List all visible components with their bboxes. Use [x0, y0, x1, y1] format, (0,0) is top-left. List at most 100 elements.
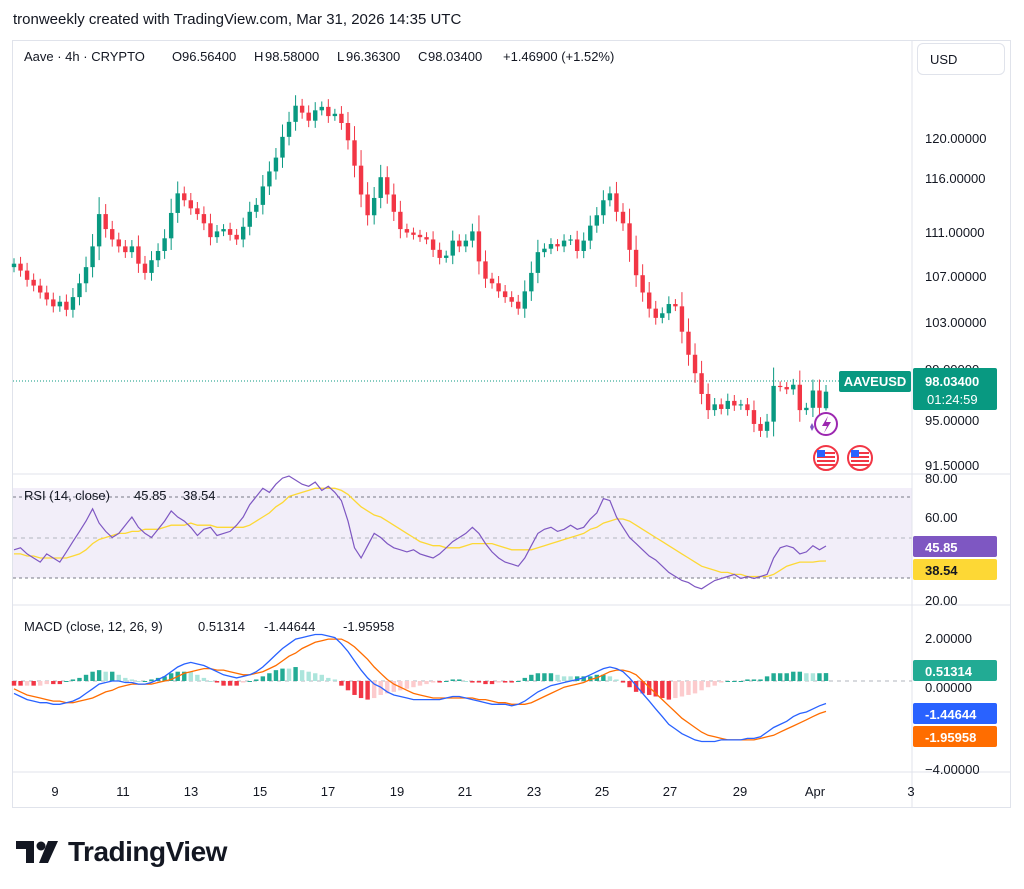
- candle-body: [168, 212, 174, 239]
- macd-histogram-bar: [548, 673, 554, 681]
- legend-open-label: O: [172, 49, 182, 64]
- candle-body: [620, 211, 626, 224]
- candle-body: [679, 306, 685, 332]
- candle-body: [326, 106, 331, 117]
- candle-body: [385, 177, 390, 195]
- macd-histogram-bar: [214, 681, 220, 683]
- candle-body: [496, 283, 501, 292]
- candle-body: [417, 234, 423, 238]
- rsi-ma-tag-bg: [913, 559, 997, 580]
- candle-body: [214, 231, 220, 238]
- macd-histogram-bar: [103, 671, 108, 681]
- macd-histogram-bar: [208, 681, 213, 682]
- macd-histogram-bar: [188, 671, 194, 681]
- candle-body: [424, 237, 429, 240]
- candle-body: [306, 112, 311, 121]
- candle-body: [18, 263, 23, 271]
- candle-body: [129, 246, 135, 253]
- macd-histogram-bar: [522, 677, 527, 681]
- rsi-axis-label: 20.00: [925, 593, 958, 608]
- time-axis-label: 3: [907, 784, 914, 799]
- candle-body: [489, 278, 495, 284]
- macd-histogram-bar: [443, 681, 449, 682]
- macd-histogram-bar: [823, 673, 829, 681]
- macd-line-tag-bg: [913, 703, 997, 724]
- candle-body: [529, 272, 534, 292]
- candle-body: [607, 193, 613, 201]
- macd-histogram-bar: [751, 679, 757, 681]
- macd-histogram-bar: [817, 673, 822, 681]
- macd-axis-label: −4.00000: [925, 762, 980, 777]
- candle-body: [149, 260, 154, 273]
- candle-body: [581, 240, 586, 251]
- macd-histogram-bar: [784, 673, 789, 681]
- candle-body: [791, 384, 796, 390]
- macd-signal-tag-bg: [913, 726, 997, 747]
- macd-histogram-bar: [424, 681, 429, 685]
- candle-body: [719, 404, 724, 409]
- ticker-tag-bg: [839, 371, 911, 392]
- rsi-value-tag: 45.85: [925, 540, 958, 555]
- candle-body: [673, 304, 678, 307]
- macd-histogram-bar: [437, 681, 442, 683]
- time-axis[interactable]: 9 11 13 15 17 19 21 23 25 27 29 Apr 3: [51, 784, 914, 799]
- time-axis-label: 17: [321, 784, 335, 799]
- macd-histogram-bar: [44, 681, 49, 685]
- macd-histogram-bar: [535, 673, 541, 681]
- macd-histogram-bar: [299, 670, 305, 681]
- macd-histogram-bar: [313, 673, 318, 681]
- macd-histogram-bar: [352, 681, 357, 695]
- macd-histogram-bar: [725, 681, 730, 682]
- macd-histogram-bar: [483, 681, 488, 685]
- candle-body: [614, 193, 619, 212]
- candle-body: [345, 123, 351, 141]
- tradingview-logo-icon: [16, 841, 58, 863]
- candle-body: [594, 215, 600, 226]
- macd-histogram-bar: [149, 679, 154, 681]
- rsi-ma-tag: 38.54: [925, 563, 958, 578]
- candle-body: [601, 200, 606, 216]
- time-axis-label: 29: [733, 784, 747, 799]
- candle-body: [11, 263, 17, 268]
- macd-histogram-bar: [404, 681, 410, 689]
- candle-body: [640, 275, 645, 293]
- macd-histogram-bar: [37, 681, 43, 686]
- candle-body: [777, 385, 783, 388]
- macd-histogram-bar: [732, 681, 737, 682]
- macd-histogram-bar: [673, 681, 678, 699]
- macd-histogram-bar: [57, 681, 63, 685]
- rsi-value-tag-bg: [913, 536, 997, 557]
- macd-histogram-bar: [542, 673, 547, 681]
- candle-body: [313, 110, 318, 121]
- candle-body: [483, 261, 488, 279]
- ticker-tag: AAVEUSD: [844, 374, 907, 389]
- macd-histogram-bar: [588, 676, 593, 681]
- rsi-axis-label: 80.00: [925, 471, 958, 486]
- candle-body: [273, 157, 279, 172]
- candle-body: [535, 252, 541, 273]
- currency-button[interactable]: USD: [917, 43, 1005, 75]
- candle-body: [24, 270, 30, 280]
- candle-body: [136, 246, 141, 264]
- candle-countdown: 01:24:59: [927, 392, 978, 407]
- macd-histogram-bar: [679, 681, 685, 697]
- candle-body: [365, 194, 370, 216]
- time-axis-label: 13: [184, 784, 198, 799]
- time-axis-label: 19: [390, 784, 404, 799]
- ai-event-icon[interactable]: [810, 412, 838, 436]
- macd-histogram-bar: [660, 681, 665, 699]
- candle-body: [823, 391, 829, 409]
- candle-body: [378, 177, 383, 198]
- macd-histogram-bar: [470, 681, 475, 683]
- us-flag-event-icon[interactable]: [813, 445, 839, 471]
- candle-body: [476, 231, 482, 262]
- candle-body: [267, 171, 272, 187]
- macd-signal-tag: -1.95958: [925, 730, 976, 745]
- macd-histogram-bar: [110, 671, 115, 681]
- macd-histogram-bar: [24, 681, 30, 686]
- candle-body: [332, 113, 338, 117]
- candle-body: [764, 421, 770, 431]
- us-flag-event-icon-2[interactable]: [847, 445, 873, 471]
- macd-legend-label: MACD (close, 12, 26, 9): [24, 619, 163, 634]
